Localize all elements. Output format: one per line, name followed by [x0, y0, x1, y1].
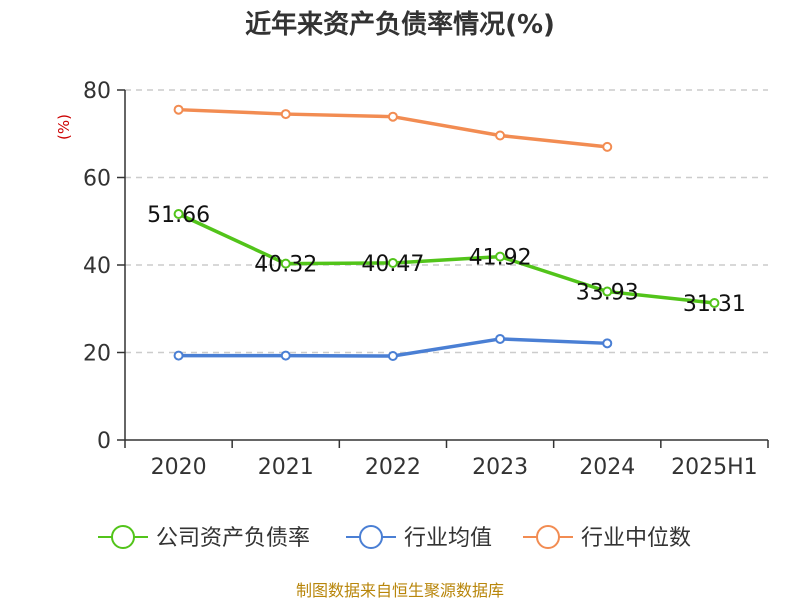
x-tick-label: 2024 [579, 455, 635, 480]
data-point [495, 251, 506, 262]
chart-title: 近年来资产负债率情况(%) [245, 9, 555, 40]
data-label: 40.47 [361, 252, 424, 277]
data-label: 41.92 [469, 246, 532, 271]
grid [125, 89, 768, 354]
legend-marker [111, 525, 135, 549]
data-point [602, 286, 613, 297]
data-point [602, 338, 613, 349]
y-tick-label: 0 [97, 429, 111, 454]
x-tick-label: 2025H1 [671, 455, 758, 480]
x-tick-label: 2020 [151, 455, 207, 480]
axes: 0 20 40 60 80 2020 2021 2022 2023 2024 2025H1 [83, 79, 769, 480]
y-tick-label: 60 [83, 167, 111, 192]
x-tick-label: 2022 [365, 455, 421, 480]
data-point [280, 350, 291, 361]
source-note: 制图数据来自恒生聚源数据库 [296, 581, 504, 600]
data-point [387, 111, 398, 122]
series-line-0 [177, 212, 715, 305]
data-point [387, 351, 398, 361]
data-point [495, 130, 506, 141]
legend-label: 行业均值 [404, 526, 492, 551]
y-unit-label: (%) [55, 114, 73, 140]
series-layer [173, 104, 720, 361]
legend-marker [536, 525, 560, 549]
data-point [173, 104, 184, 115]
y-tick-label: 20 [83, 342, 111, 367]
data-label: 51.66 [147, 203, 210, 228]
data-point [280, 258, 291, 269]
data-point [495, 333, 506, 344]
data-labels: 51.66 40.32 40.47 41.92 33.93 31.31 [147, 203, 746, 317]
legend-label: 公司资产负债率 [156, 526, 310, 551]
data-point [709, 298, 720, 309]
legend-label: 行业中位数 [581, 526, 691, 551]
data-point [173, 208, 184, 219]
x-tick-label: 2021 [258, 455, 314, 480]
legend: 公司资产负债率 行业均值 行业中位数 [98, 525, 691, 551]
legend-marker [359, 525, 383, 549]
data-point [387, 257, 398, 268]
data-point [602, 141, 613, 152]
y-tick-label: 80 [83, 79, 111, 104]
x-tick-label: 2023 [472, 455, 528, 480]
data-label: 33.93 [576, 281, 639, 306]
data-point [173, 350, 184, 361]
data-label: 31.31 [683, 292, 746, 317]
data-point [280, 109, 291, 120]
data-label: 40.32 [254, 253, 317, 278]
y-tick-label: 40 [83, 254, 111, 279]
